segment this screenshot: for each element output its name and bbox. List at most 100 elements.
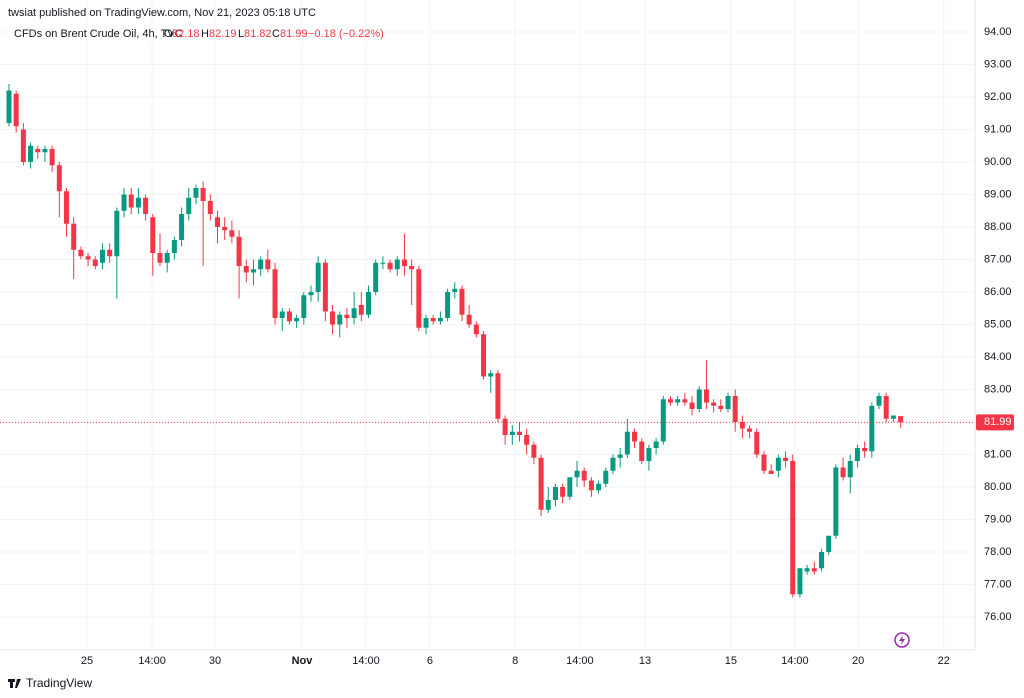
candle-body (445, 292, 451, 318)
candle-body (243, 266, 249, 273)
y-tick-label: 83.00 (984, 383, 1012, 395)
candle-body (64, 191, 70, 224)
candle-body (380, 262, 386, 264)
candle-body (78, 249, 84, 257)
candle-body (121, 194, 127, 211)
candles (0, 84, 975, 598)
x-tick-label: 14:00 (138, 655, 166, 667)
legend: CFDs on Brent Crude Oil, 4h, TVC O 82.18… (6, 26, 384, 42)
candle-body (560, 487, 566, 497)
candle-body (330, 311, 336, 325)
candle-body (718, 405, 724, 409)
candle-body (725, 396, 731, 409)
candle-body (135, 197, 141, 208)
y-tick-label: 90.00 (984, 156, 1012, 168)
replay-icon[interactable] (894, 632, 910, 648)
candle-body (6, 90, 12, 123)
candle-body (265, 259, 271, 270)
candle-body (854, 448, 860, 461)
y-tick-label: 91.00 (984, 123, 1012, 135)
grid (0, 0, 975, 650)
legend-change: −0.18 (−0.22%) (308, 28, 384, 40)
x-tick-label: 22 (938, 655, 950, 667)
y-tick-label: 87.00 (984, 253, 1012, 265)
candle-body (502, 418, 508, 435)
candle-body (294, 318, 300, 322)
candle-body (114, 210, 120, 257)
candle-body (20, 129, 26, 162)
candle-body (186, 197, 192, 214)
candle-body (308, 292, 314, 296)
candle-body (71, 223, 77, 250)
candle-body (452, 288, 458, 292)
candle-body (42, 149, 48, 153)
y-tick-label: 80.00 (984, 481, 1012, 493)
candle-body (207, 201, 213, 214)
y-tick-label: 86.00 (984, 286, 1012, 298)
candle-body (423, 318, 429, 328)
x-tick-label: 8 (512, 655, 518, 667)
candle-body (272, 269, 278, 318)
candle-body (538, 457, 544, 510)
candle-body (567, 477, 573, 497)
candle-body (581, 470, 587, 481)
candle-body (193, 188, 199, 198)
candle-body (258, 259, 264, 270)
y-tick-label: 76.00 (984, 611, 1012, 623)
icon-circle[interactable] (894, 632, 910, 648)
candle-body (49, 149, 55, 166)
candle-body (703, 389, 709, 403)
candle-body (524, 435, 530, 445)
candle-body (171, 240, 177, 253)
candle-body (610, 457, 616, 471)
candle-body (35, 149, 41, 153)
candle-body (157, 253, 163, 263)
candle-body (430, 318, 436, 322)
candle-body (624, 431, 630, 455)
candle-body (588, 480, 594, 491)
candle-body (898, 416, 904, 423)
candle-body (236, 236, 242, 266)
candle-body (416, 269, 422, 328)
candle-body (56, 165, 62, 192)
legend-h: H (201, 28, 209, 40)
candle-body (315, 262, 321, 292)
candle-body (373, 262, 379, 292)
candle-body (481, 334, 487, 377)
candle-body (804, 568, 810, 572)
candle-body (545, 500, 551, 510)
legend-open: 82.18 (172, 28, 200, 40)
logo-mark (8, 679, 21, 688)
candle-body (509, 431, 515, 435)
legend-low: 81.82 (244, 28, 272, 40)
legend-bg (6, 26, 378, 42)
candle-body (85, 256, 91, 260)
candle-body (797, 568, 803, 595)
candle-body (783, 457, 789, 461)
legend-high: 82.19 (209, 28, 237, 40)
y-tick-label: 78.00 (984, 546, 1012, 558)
y-tick-label: 92.00 (984, 91, 1012, 103)
legend-symbol: CFDs on Brent Crude Oil, 4h, TVC (14, 28, 183, 40)
candle-body (128, 194, 134, 208)
candle-body (847, 461, 853, 478)
candle-body (876, 396, 882, 406)
y-tick-label: 93.00 (984, 58, 1012, 70)
candle-body (143, 197, 149, 214)
candle-body (286, 311, 292, 322)
candle-body (92, 259, 98, 266)
candle-body (366, 292, 372, 315)
legend-close: 81.99 (280, 28, 308, 40)
candle-body (890, 415, 896, 419)
candle-body (811, 568, 817, 572)
x-tick-label: 20 (852, 655, 864, 667)
candle-body (768, 470, 774, 474)
candle-body (250, 269, 256, 273)
y-tick-label: 94.00 (984, 26, 1012, 38)
candle-body (495, 373, 501, 419)
candle-body (394, 259, 400, 270)
candle-body (459, 288, 465, 315)
icon-bolt[interactable] (899, 635, 905, 645)
candle-body (358, 305, 364, 315)
candle-body (322, 262, 328, 312)
